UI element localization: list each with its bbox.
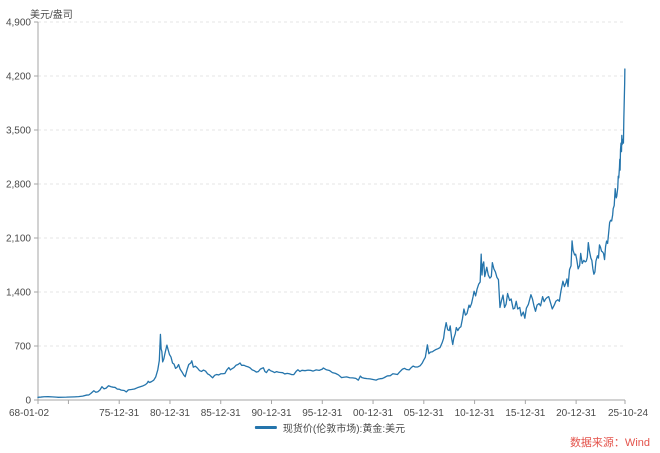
x-tick-label: 00-12-31 [353, 408, 393, 419]
x-tick-label: 80-12-31 [150, 408, 190, 419]
price-line [37, 68, 626, 398]
data-source-note: 数据来源：Wind [569, 437, 650, 449]
x-tick-label: 20-12-31 [556, 408, 596, 419]
x-tick-label: 68-01-02 [9, 408, 49, 419]
legend: 现货价(伦敦市场):黄金:美元 [254, 420, 406, 435]
x-tick-label: 05-12-31 [404, 408, 444, 419]
y-tick-label: 0 [25, 396, 31, 407]
y-tick-label: 4,900 [6, 18, 31, 29]
x-tick-label: 15-12-31 [505, 408, 545, 419]
y-tick-label: 2,800 [6, 180, 31, 191]
x-tick-label: 75-12-31 [99, 408, 139, 419]
y-tick-label: 4,200 [6, 72, 31, 83]
x-tick-label: 90-12-31 [251, 408, 291, 419]
y-axis-unit-label: 美元/盎司 [30, 10, 73, 21]
y-tick-label: 700 [14, 342, 31, 353]
legend-line-swatch [254, 426, 277, 429]
x-tick-label: 85-12-31 [201, 408, 241, 419]
x-tick-label: 25-10-24 [608, 408, 648, 419]
y-tick-label: 1,400 [6, 288, 31, 299]
x-tick-label: 10-12-31 [455, 408, 495, 419]
x-tick-label: 95-12-31 [302, 408, 342, 419]
legend-label: 现货价(伦敦市场):黄金:美元 [282, 424, 406, 435]
y-tick-label: 2,100 [6, 234, 31, 245]
y-tick-label: 3,500 [6, 126, 31, 137]
